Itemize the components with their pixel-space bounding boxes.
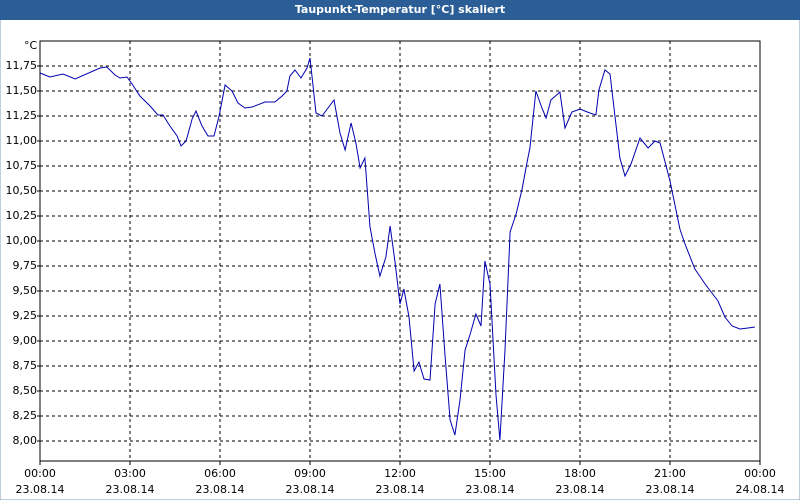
y-tick-label: 8,00 bbox=[13, 434, 38, 447]
x-tick-date: 23.08.14 bbox=[196, 483, 245, 496]
y-tick-label: 10,25 bbox=[6, 209, 38, 222]
y-tick-label: 10,50 bbox=[6, 184, 38, 197]
y-tick-label: 11,25 bbox=[6, 109, 38, 122]
x-tick-date: 23.08.14 bbox=[286, 483, 335, 496]
title-bar bbox=[0, 0, 800, 20]
x-tick-label: 09:00 bbox=[294, 467, 326, 480]
x-tick-date: 23.08.14 bbox=[466, 483, 515, 496]
x-tick-label: 03:00 bbox=[114, 467, 146, 480]
x-tick-date: 23.08.14 bbox=[376, 483, 425, 496]
y-axis-label: °C bbox=[24, 39, 38, 52]
y-tick-label: 11,00 bbox=[6, 134, 38, 147]
x-tick-label: 00:00 bbox=[744, 467, 776, 480]
x-tick-date: 23.08.14 bbox=[646, 483, 695, 496]
y-tick-label: 9,50 bbox=[13, 284, 38, 297]
y-tick-label: 8,75 bbox=[13, 359, 38, 372]
y-tick-label: 8,50 bbox=[13, 384, 38, 397]
y-tick-label: 10,75 bbox=[6, 159, 38, 172]
x-tick-date: 23.08.14 bbox=[556, 483, 605, 496]
chart-title: Taupunkt-Temperatur [°C] skaliert bbox=[295, 3, 505, 16]
x-tick-date: 23.08.14 bbox=[16, 483, 65, 496]
y-tick-label: 10,00 bbox=[6, 234, 38, 247]
data-line bbox=[39, 57, 755, 441]
y-tick-label: 9,25 bbox=[13, 309, 38, 322]
x-tick-label: 21:00 bbox=[654, 467, 686, 480]
x-tick-label: 18:00 bbox=[564, 467, 596, 480]
y-tick-label: 9,00 bbox=[13, 334, 38, 347]
x-tick-label: 06:00 bbox=[204, 467, 236, 480]
x-tick-date: 24.08.14 bbox=[736, 483, 785, 496]
y-tick-label: 11,75 bbox=[6, 59, 38, 72]
x-tick-label: 12:00 bbox=[384, 467, 416, 480]
y-tick-label: 11,50 bbox=[6, 84, 38, 97]
y-tick-label: 8,25 bbox=[13, 409, 38, 422]
x-tick-label: 15:00 bbox=[474, 467, 506, 480]
x-tick-label: 00:00 bbox=[24, 467, 56, 480]
plot-border bbox=[39, 40, 761, 462]
y-tick-label: 9,75 bbox=[13, 259, 38, 272]
x-tick-date: 23.08.14 bbox=[106, 483, 155, 496]
